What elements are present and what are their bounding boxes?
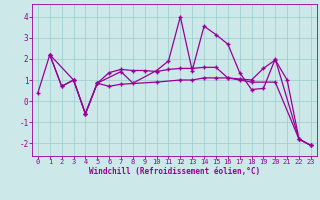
X-axis label: Windchill (Refroidissement éolien,°C): Windchill (Refroidissement éolien,°C) bbox=[89, 167, 260, 176]
